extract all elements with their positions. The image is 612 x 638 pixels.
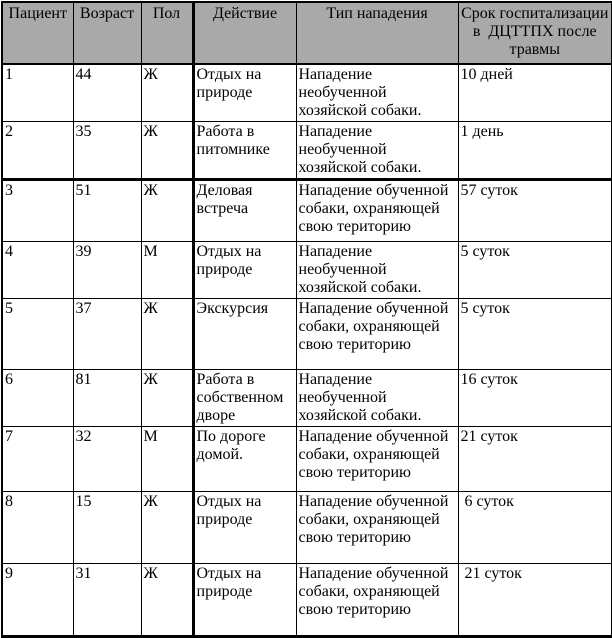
cell-sex: М: [140, 241, 195, 299]
cell-attack-type: Нападение обученной собаки, охраняющей с…: [295, 179, 459, 242]
table-row: 6 81 Ж Работа в собственном дворе Нападе…: [1, 369, 612, 427]
cell-hospital-stay: 21 суток: [457, 563, 612, 637]
table-row: 7 32 М По дороге домой. Нападение обучен…: [1, 426, 612, 492]
cell-attack-type: Нападение обученной собаки, охраняющей с…: [295, 491, 459, 564]
table-row: 3 51 Ж Деловая встреча Нападение обученн…: [1, 179, 612, 242]
table-row: 2 35 Ж Работа в питомнике Нападение необ…: [1, 121, 612, 181]
cell-hospital-stay: 10 дней: [457, 63, 612, 122]
cell-attack-type: Нападение обученной собаки, охраняющей с…: [295, 563, 459, 637]
cell-patient: 6: [1, 369, 74, 427]
cell-age: 31: [72, 563, 142, 637]
cell-attack-type: Нападение необученной хозяйской собаки.: [295, 241, 459, 299]
cell-sex: Ж: [140, 298, 195, 370]
table-row: 8 15 Ж Отдых на природе Нападение обучен…: [1, 491, 612, 564]
cell-patient: 1: [1, 63, 74, 122]
table-row: 5 37 Ж Экскурсия Нападение обученной соб…: [1, 298, 612, 370]
cell-hospital-stay: 1 день: [457, 121, 612, 181]
cell-action: Отдых на природе: [192, 241, 297, 299]
cell-action: Работа в собственном дворе: [192, 369, 297, 427]
cell-attack-type: Нападение необученной хозяйской собаки.: [295, 63, 459, 122]
cell-sex: Ж: [140, 121, 195, 181]
cell-age: 35: [72, 121, 142, 181]
cell-hospital-stay: 5 суток: [457, 298, 612, 370]
cell-sex: Ж: [140, 491, 195, 564]
cell-patient: 8: [1, 491, 74, 564]
cell-action: Работа в питомнике: [192, 121, 297, 181]
header-cell-attack-type: Тип нападения: [295, 1, 459, 65]
cell-attack-type: Нападение необученной хозяйской собаки.: [295, 369, 459, 427]
header-cell-action: Действие: [192, 1, 297, 65]
cell-hospital-stay: 5 суток: [457, 241, 612, 299]
header-cell-patient: Пациент: [1, 1, 74, 65]
cell-sex: Ж: [140, 63, 195, 122]
cell-action: Отдых на природе: [192, 491, 297, 564]
cell-age: 39: [72, 241, 142, 299]
cell-patient: 4: [1, 241, 74, 299]
header-cell-hospital-stay: Срок госпитализации в ДЦТТПХ после травм…: [457, 1, 612, 65]
cell-action: Экскурсия: [192, 298, 297, 370]
cell-action: Отдых на природе: [192, 63, 297, 122]
cell-patient: 2: [1, 121, 74, 181]
cell-attack-type: Нападение обученной собаки, охраняющей с…: [295, 298, 459, 370]
cell-action: По дороге домой.: [192, 426, 297, 492]
cell-patient: 9: [1, 563, 74, 637]
cell-hospital-stay: 6 суток: [457, 491, 612, 564]
cell-age: 37: [72, 298, 142, 370]
cell-age: 15: [72, 491, 142, 564]
cell-age: 32: [72, 426, 142, 492]
table-row: 4 39 М Отдых на природе Нападение необуч…: [1, 241, 612, 299]
cell-hospital-stay: 57 суток: [457, 179, 612, 242]
cell-sex: Ж: [140, 563, 195, 637]
cell-age: 51: [72, 179, 142, 242]
cell-age: 44: [72, 63, 142, 122]
cell-patient: 3: [1, 179, 74, 242]
cell-action: Деловая встреча: [192, 179, 297, 242]
cell-age: 81: [72, 369, 142, 427]
header-cell-age: Возраст: [72, 1, 142, 65]
cell-sex: Ж: [140, 179, 195, 242]
cell-attack-type: Нападение обученной собаки, охраняющей с…: [295, 426, 459, 492]
cell-sex: М: [140, 426, 195, 492]
cell-hospital-stay: 16 суток: [457, 369, 612, 427]
table-row: 1 44 Ж Отдых на природе Нападение необуч…: [1, 63, 612, 122]
cell-patient: 7: [1, 426, 74, 492]
cell-hospital-stay: 21 суток: [457, 426, 612, 492]
cell-patient: 5: [1, 298, 74, 370]
cell-sex: Ж: [140, 369, 195, 427]
header-row: Пациент Возраст Пол Действие Тип нападен…: [1, 1, 612, 65]
cell-action: Отдых на природе: [192, 563, 297, 637]
header-cell-sex: Пол: [140, 1, 195, 65]
cell-attack-type: Нападение необученной хозяйской собаки.: [295, 121, 459, 181]
table-row: 9 31 Ж Отдых на природе Нападение обучен…: [1, 563, 612, 637]
